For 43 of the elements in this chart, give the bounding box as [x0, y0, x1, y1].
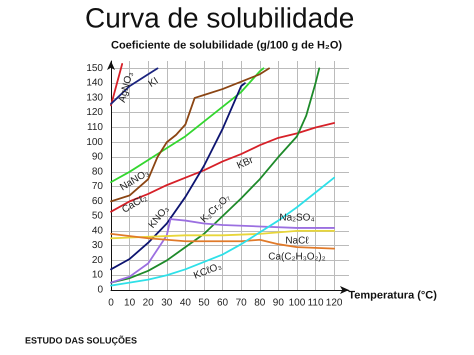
x-axis-title: Temperatura (°C): [348, 290, 438, 302]
x-tick-label: 30: [161, 298, 173, 308]
x-tick-label: 90: [272, 298, 284, 308]
x-tick-label: 50: [198, 298, 210, 308]
y-tick-label: 130: [86, 92, 104, 104]
y-tick-label: 40: [92, 225, 104, 236]
x-tick-label: 40: [180, 298, 192, 308]
annotation: NaCℓ: [285, 235, 310, 246]
line-series: [110, 232, 336, 250]
x-tick-label: 60: [217, 298, 229, 308]
x-tick-label: 100: [288, 298, 306, 308]
y-tick-label: 80: [92, 166, 104, 178]
x-tick-label: 20: [142, 298, 154, 308]
line-series: [110, 67, 158, 105]
y-tick-label: 120: [86, 107, 104, 118]
annotation: KI: [146, 76, 160, 90]
y-tick-label: 90: [92, 152, 104, 163]
y-tick-label: 100: [86, 136, 104, 148]
y-tick-label: 60: [92, 196, 104, 207]
annotation: KBr: [235, 154, 256, 172]
x-tick-label: 70: [236, 298, 248, 308]
y-tick-label: 10: [92, 270, 104, 281]
annotation: KCℓO₃: [192, 260, 224, 282]
annotation: AgNO₃: [116, 70, 136, 104]
annotation: CaCℓ₂: [120, 192, 150, 216]
y-tick-label: 140: [86, 78, 104, 89]
x-tick-label: 80: [254, 298, 266, 308]
x-tick-label: 120: [326, 298, 343, 308]
annotation: Ca(C₂H₃O₂)₂: [268, 252, 326, 263]
y-tick-label: 30: [92, 240, 104, 252]
annotation: Na₂SO₄: [279, 212, 315, 224]
x-tick-label: 0: [108, 298, 114, 308]
y-tick-label: 0: [97, 284, 104, 296]
x-tick-label: 110: [308, 298, 324, 308]
y-tick-label: 70: [92, 181, 104, 192]
y-tick-label: 110: [87, 122, 104, 133]
y-axis-title: Coeficiente de solubilidade (g/100 g de H₂O): [111, 40, 342, 52]
text: ESTUDO DAS SOLUÇÕES: [25, 334, 138, 346]
y-tick-label: 20: [92, 254, 104, 266]
y-tick-label: 50: [92, 210, 104, 222]
chart-title: Curva de solubilidade: [85, 2, 354, 34]
x-tick-label: 10: [124, 298, 136, 308]
y-tick-label: 150: [86, 62, 104, 74]
